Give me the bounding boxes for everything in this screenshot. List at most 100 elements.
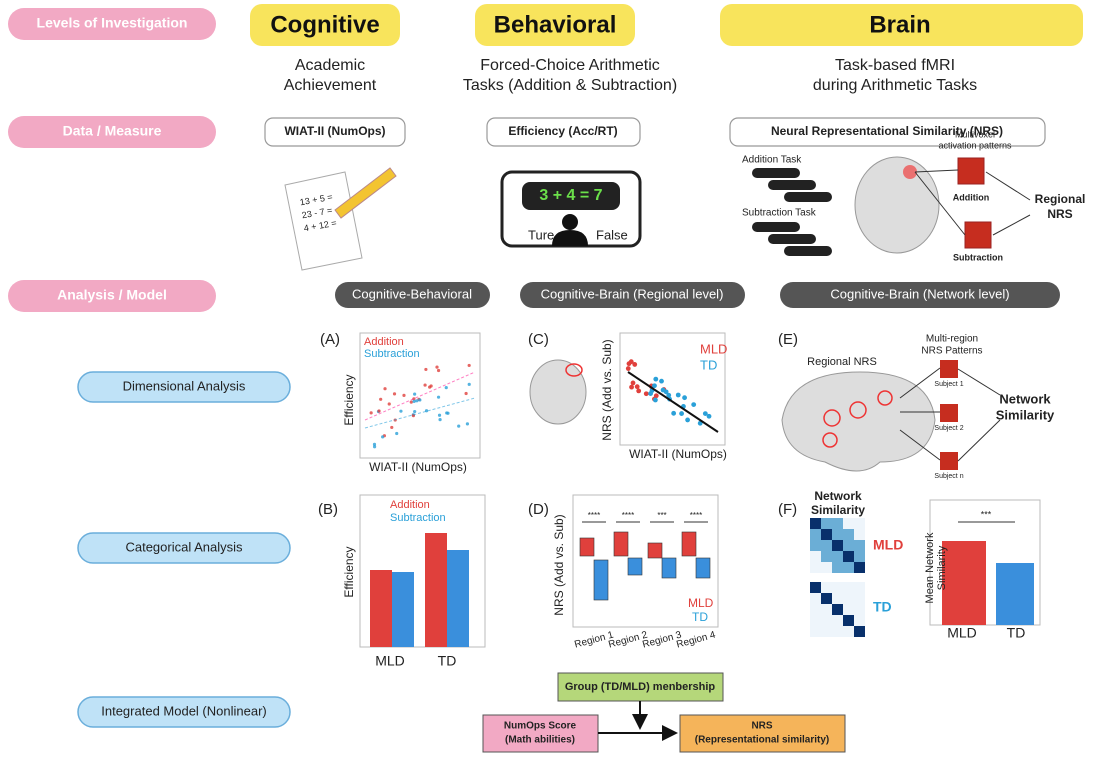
panel-tag: (E) xyxy=(778,331,798,348)
row-pill xyxy=(8,8,216,40)
roi xyxy=(903,165,917,179)
model-box xyxy=(557,672,724,702)
scatter-point xyxy=(634,384,640,390)
axis-label: WIAT-II (NumOps) xyxy=(369,460,467,474)
scatter-point xyxy=(369,411,373,415)
heat-cell xyxy=(810,562,821,573)
scatter-point xyxy=(675,392,681,398)
scatter-point xyxy=(437,413,442,417)
task-bar xyxy=(784,246,832,256)
legend-entry: TD xyxy=(873,599,892,615)
choice: False xyxy=(596,227,628,242)
box xyxy=(613,531,629,557)
analysis-pill xyxy=(77,696,291,728)
heatmaps xyxy=(810,518,865,637)
box xyxy=(647,542,663,559)
axis-label: NRS (Add vs. Sub) xyxy=(600,339,614,440)
column-header xyxy=(250,4,400,46)
panel-tag: (D) xyxy=(528,501,549,518)
box xyxy=(579,537,595,557)
brain xyxy=(854,156,940,254)
description: Academic xyxy=(295,57,365,74)
task-bar xyxy=(752,222,800,232)
heat-cell xyxy=(821,626,832,637)
column-title: Cognitive xyxy=(270,11,379,38)
subject-label: Subject 1 xyxy=(934,381,963,388)
label: Network xyxy=(814,489,862,503)
trend-line xyxy=(364,397,476,429)
heat-cell xyxy=(821,604,832,615)
subject-label: Subject n xyxy=(934,473,963,480)
scatter-point xyxy=(445,411,449,415)
scatter-point xyxy=(380,435,385,439)
scatter-point xyxy=(383,387,387,391)
model-box xyxy=(679,714,846,753)
fmri-illustration: Addition Task Subtraction Task Multivoxe… xyxy=(742,129,1085,262)
analysis-label: Dimensional Analysis xyxy=(123,378,246,393)
bar xyxy=(425,533,447,647)
heat-cell xyxy=(810,615,821,626)
panel-tag: (C) xyxy=(528,331,549,348)
heat-cell xyxy=(832,593,843,604)
heat-cell xyxy=(843,626,854,637)
scatter-point xyxy=(418,398,422,402)
task-label: Addition Task xyxy=(742,155,802,166)
pattern-label: Addition xyxy=(953,192,990,202)
heat-cell xyxy=(832,626,843,637)
bar xyxy=(370,570,392,647)
scatter-point xyxy=(423,383,427,387)
scatter-point xyxy=(465,422,470,426)
heat-cell xyxy=(854,540,865,551)
scatter-point xyxy=(682,395,687,401)
heat-cell xyxy=(821,615,832,626)
scatter-point xyxy=(630,380,636,386)
task-bar xyxy=(752,168,800,178)
heat-cell xyxy=(854,615,865,626)
heat-cell xyxy=(821,551,832,562)
scatter-point xyxy=(679,411,684,416)
analysis-pill xyxy=(77,532,291,564)
scatter-point xyxy=(629,384,634,390)
heat-cell xyxy=(843,593,854,604)
heat-cell xyxy=(854,562,865,573)
subject-label: Subject 2 xyxy=(934,425,963,432)
equation: 3 + 4 = 7 xyxy=(539,187,602,204)
column-title: Behavioral xyxy=(494,11,617,38)
heat-cell xyxy=(821,518,832,529)
roi xyxy=(823,409,841,427)
heat-cell xyxy=(843,518,854,529)
scatter-point xyxy=(666,392,672,398)
significance: *** xyxy=(657,511,666,520)
category-label: MLD xyxy=(947,625,977,641)
description: Task-based fMRI xyxy=(835,57,955,74)
heat-cell xyxy=(821,540,832,551)
model-node: NRS xyxy=(751,721,772,732)
analysis-label: Integrated Model (Nonlinear) xyxy=(101,703,266,718)
model-node: (Representational similarity) xyxy=(695,735,829,746)
scatter-point xyxy=(373,445,377,449)
scatter-point xyxy=(444,386,448,390)
roi xyxy=(877,390,893,406)
trend-line xyxy=(627,371,719,433)
heat-cell xyxy=(821,582,832,593)
measure-box xyxy=(264,117,406,147)
column-title: Brain xyxy=(869,11,930,38)
significance: *** xyxy=(981,509,992,519)
box xyxy=(593,559,609,601)
pattern-square xyxy=(964,221,992,249)
axis-label: Similarity xyxy=(936,545,948,590)
scatter-point xyxy=(372,442,377,446)
heat-cell xyxy=(810,529,821,540)
pattern-square xyxy=(940,404,958,422)
pattern-square xyxy=(957,157,985,185)
scatter-point xyxy=(413,392,417,396)
task-bar xyxy=(768,180,816,190)
scatter-point xyxy=(424,367,428,372)
scatter-point xyxy=(671,410,677,416)
legend-entry: MLD xyxy=(700,341,727,356)
heat-cell xyxy=(810,626,821,637)
scatter-point xyxy=(685,417,690,423)
heat-cell xyxy=(810,540,821,551)
measure: Neural Representational Similarity (NRS) xyxy=(771,124,1003,138)
category-label: TD xyxy=(1007,625,1026,641)
